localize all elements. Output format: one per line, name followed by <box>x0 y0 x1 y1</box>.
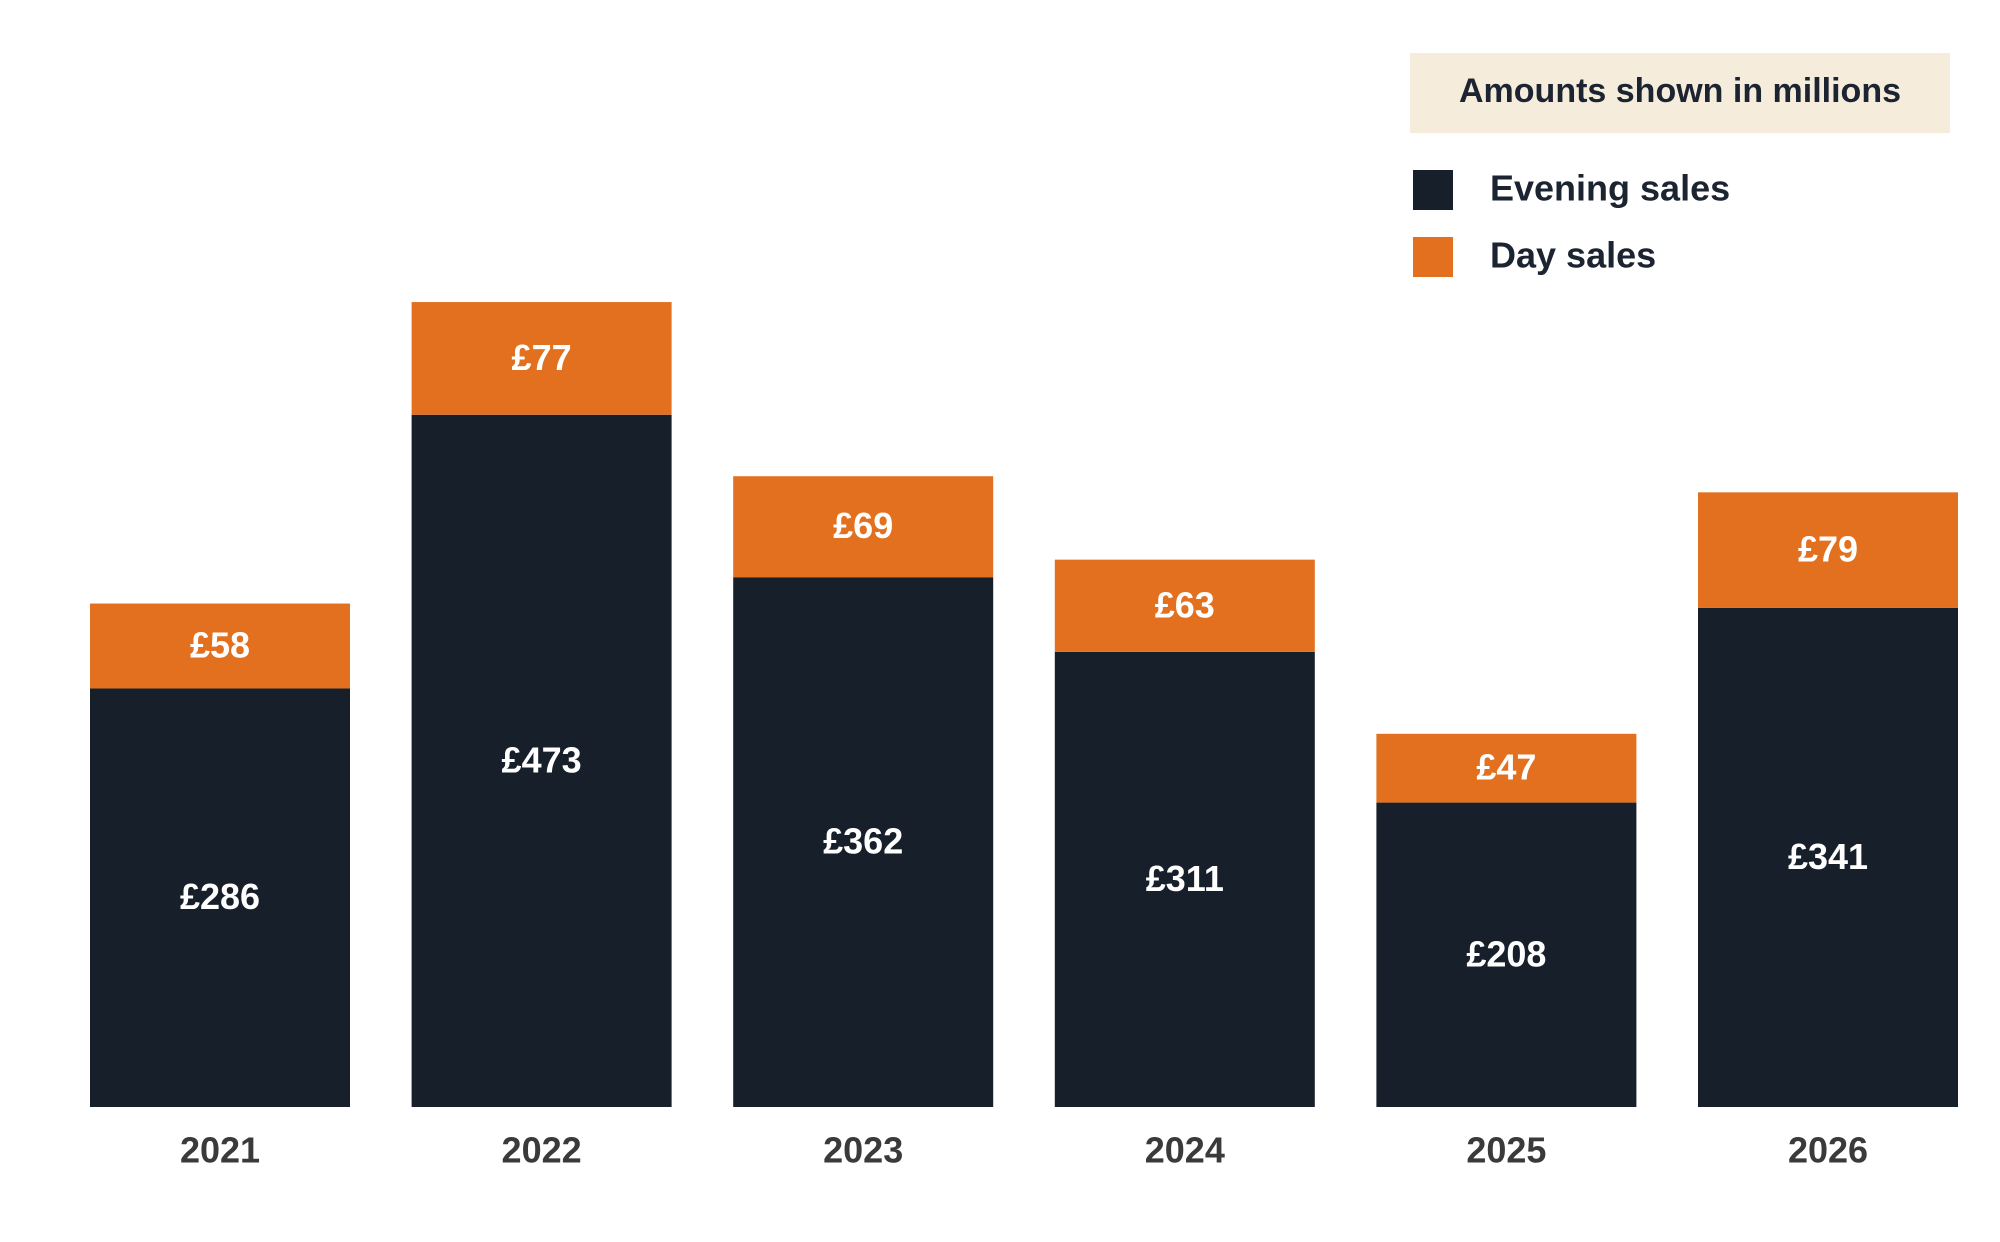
legend-swatch-day-sales <box>1413 237 1453 277</box>
bar-evening-2025 <box>1376 802 1637 1107</box>
units-note-text: Amounts shown in millions <box>1459 72 1901 110</box>
x-tick-label-2026: 2026 <box>1788 1130 1868 1171</box>
bar-day-2026 <box>1698 492 1958 608</box>
legend-swatch-evening-sales <box>1413 170 1453 210</box>
x-tick-label-2024: 2024 <box>1145 1130 1225 1171</box>
data-label-evening-2024: £311 <box>1146 858 1224 899</box>
data-label-evening-2021: £286 <box>180 876 260 917</box>
bar-evening-2024 <box>1054 651 1315 1107</box>
data-label-evening-2022: £473 <box>502 739 582 780</box>
data-label-evening-2026: £341 <box>1788 836 1868 877</box>
legend-label-evening-sales: Evening sales <box>1490 168 1730 209</box>
bar-day-2021 <box>90 603 350 689</box>
data-label-day-2025: £47 <box>1476 747 1536 788</box>
units-note-background <box>1410 53 1950 133</box>
data-label-day-2022: £77 <box>512 337 572 378</box>
data-label-day-2023: £69 <box>833 505 893 546</box>
x-axis-ticks: 2021 2022 2023 2024 2025 2026 <box>180 1130 1868 1171</box>
data-label-day-2024: £63 <box>1155 584 1215 625</box>
legend-item-evening-sales: Evening sales <box>1413 168 1730 210</box>
data-label-day-2026: £79 <box>1798 529 1858 570</box>
units-note: Amounts shown in millions <box>1410 53 1950 133</box>
x-tick-label-2021: 2021 <box>180 1130 260 1171</box>
legend-label-day-sales: Day sales <box>1490 235 1656 276</box>
bar-day-2024 <box>1054 559 1315 652</box>
bar-day-2025 <box>1376 733 1637 803</box>
bar-day-2023 <box>733 476 994 578</box>
data-label-evening-2025: £208 <box>1466 933 1546 974</box>
data-label-evening-2023: £362 <box>823 821 903 862</box>
x-tick-label-2022: 2022 <box>502 1130 582 1171</box>
bars-layer: £286 £58 £473 £77 £362 £69 £311 £63 £208 £47 £341 £… <box>90 302 1958 1107</box>
bar-evening-2021 <box>90 688 350 1107</box>
bar-evening-2022 <box>411 414 672 1107</box>
x-tick-label-2023: 2023 <box>823 1130 903 1171</box>
bar-day-2022 <box>411 302 672 415</box>
legend-item-day-sales: Day sales <box>1413 235 1656 277</box>
x-tick-label-2025: 2025 <box>1466 1130 1546 1171</box>
legend: Evening sales Day sales <box>1413 168 1730 277</box>
data-label-day-2021: £58 <box>190 625 250 666</box>
bar-evening-2026 <box>1698 607 1958 1107</box>
bar-evening-2023 <box>733 577 994 1107</box>
